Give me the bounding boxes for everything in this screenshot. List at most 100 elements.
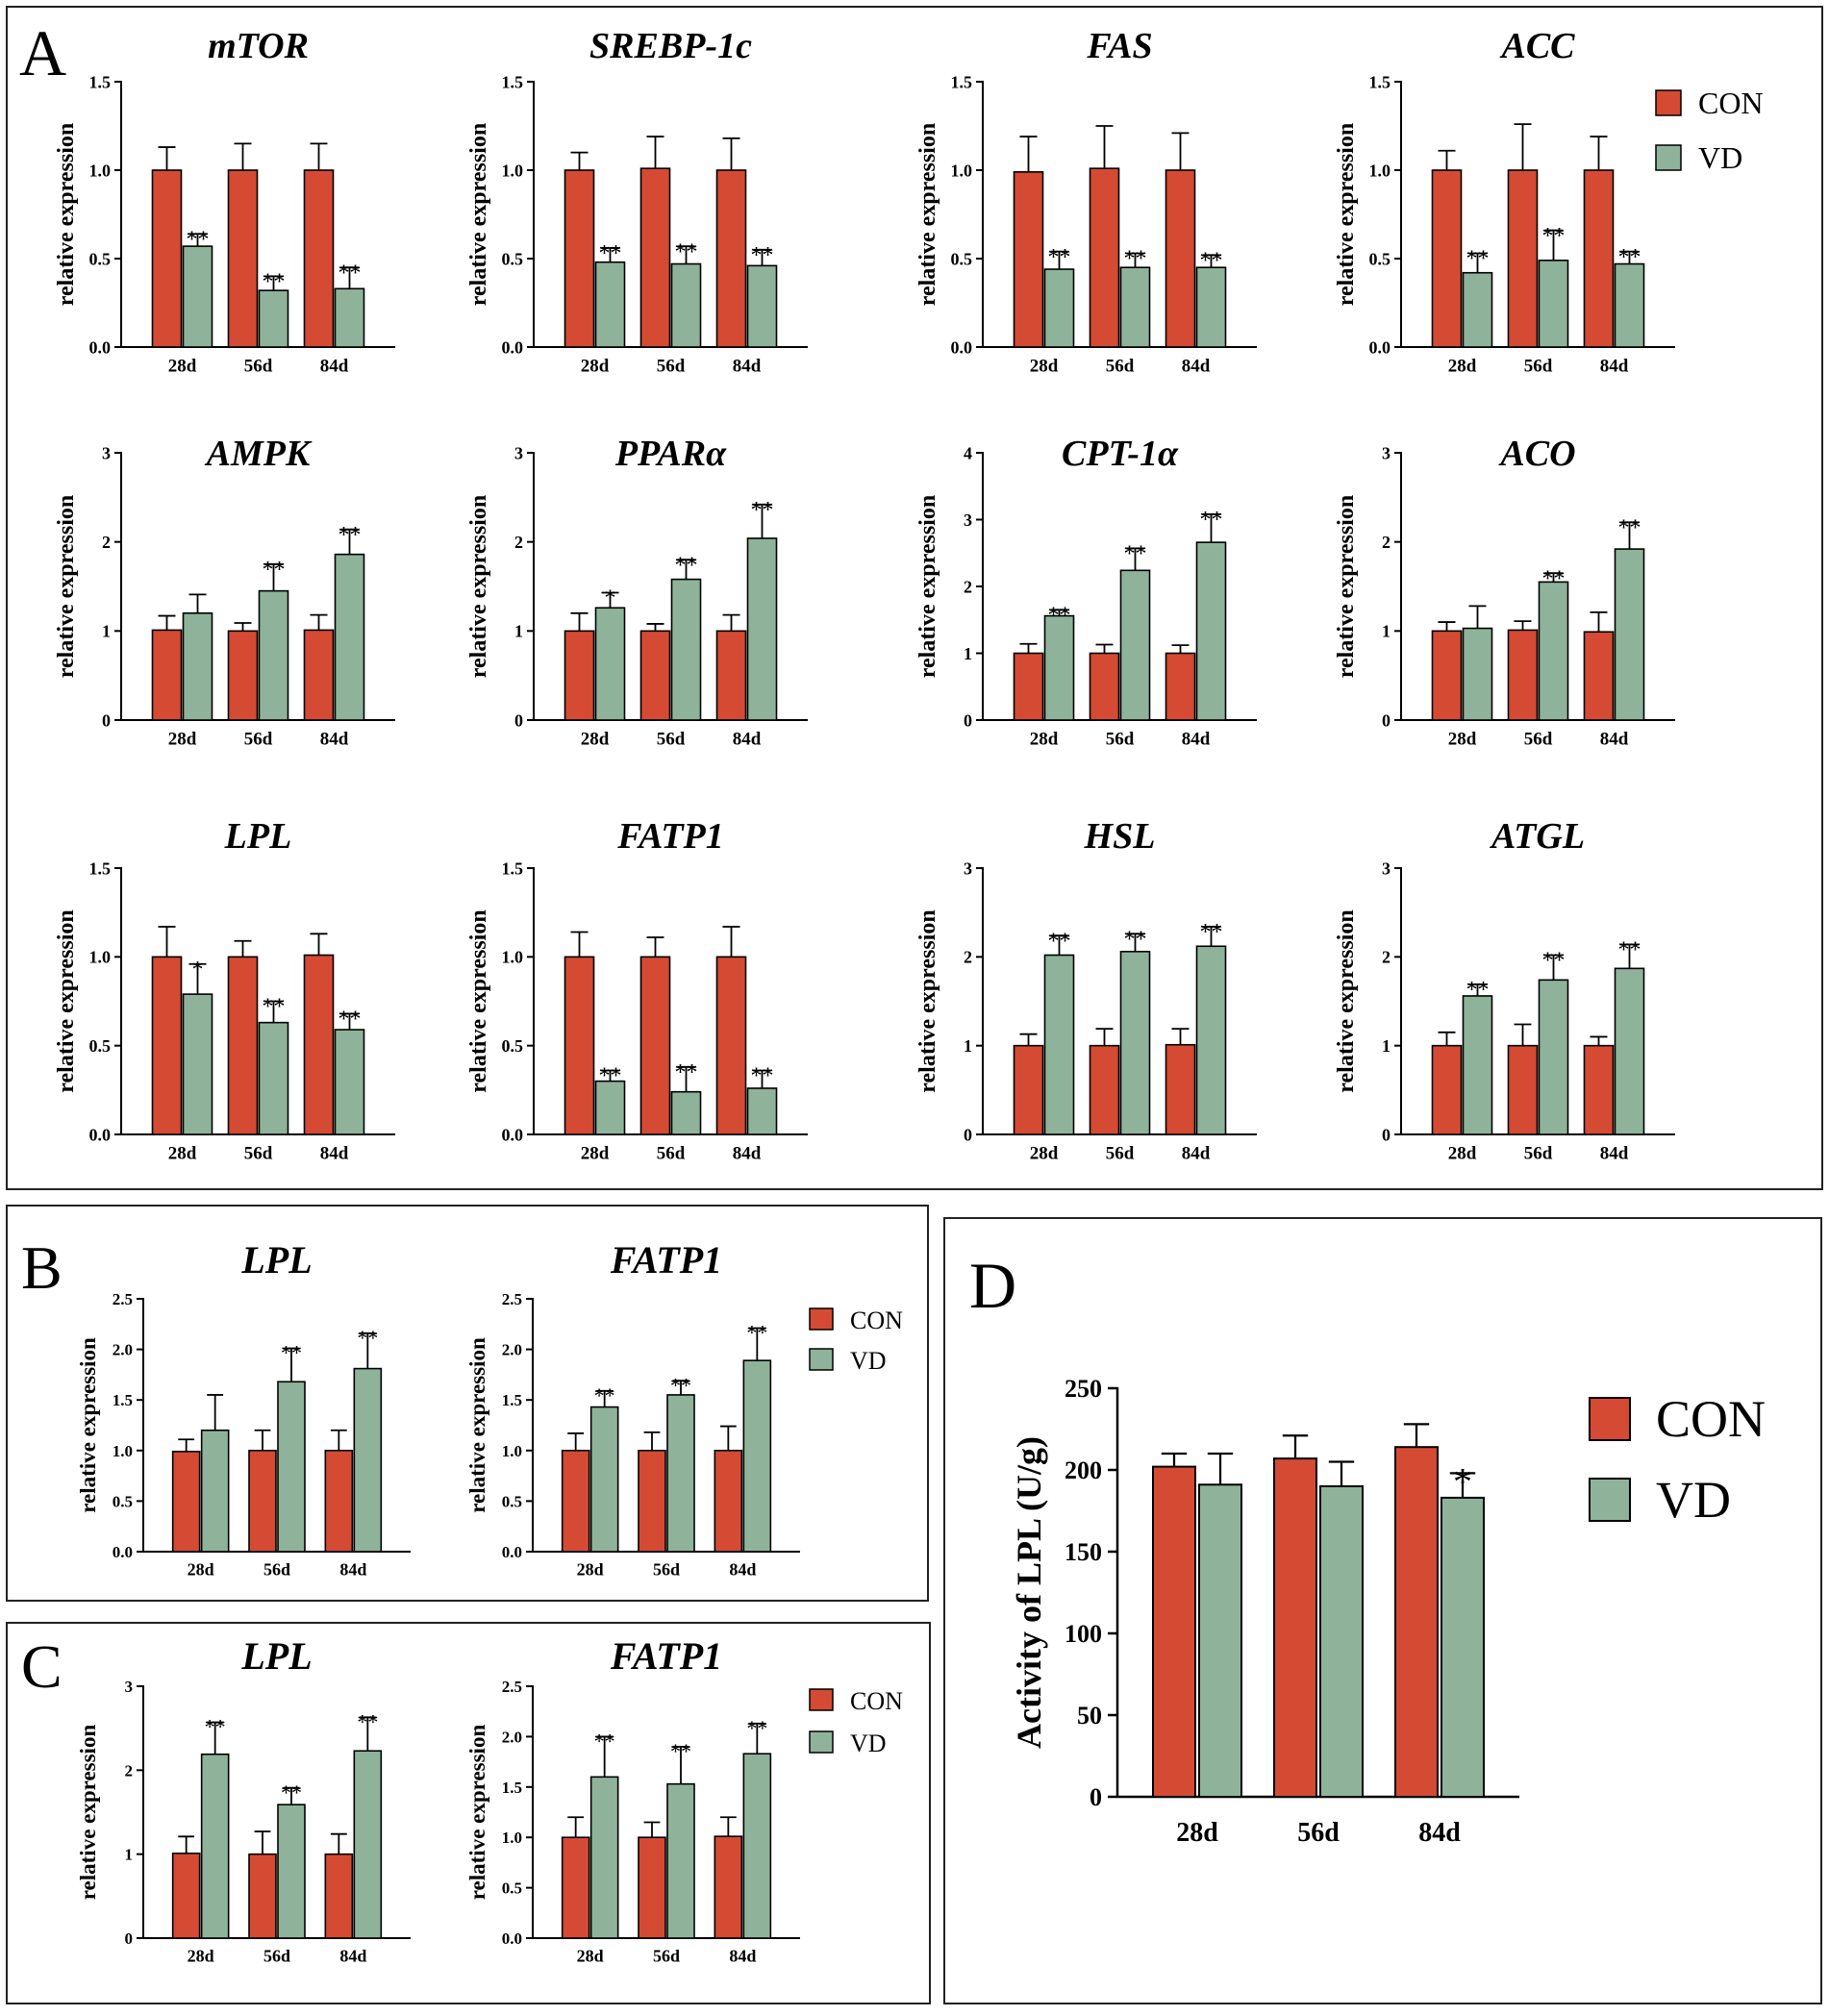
chart-A-lpl-x-tick-label: 56d (244, 1144, 273, 1164)
chart-A-cpt-1--bar-con-28d (1013, 652, 1044, 721)
legend-A-vd-label: VD (1698, 140, 1742, 175)
chart-B-fatp1-bar-vd-84d (742, 1359, 772, 1553)
panel-letter-D: D (969, 1249, 1016, 1322)
chart-A-hsl-y-tick-label: 2 (964, 948, 972, 967)
chart-A-fatp1-bar-vd-84d (746, 1087, 778, 1135)
chart-A-ppar--bar-con-56d (639, 630, 671, 721)
panel-letter-B: B (21, 1233, 63, 1302)
chart-A-hsl-y-tick-label: 3 (964, 859, 972, 878)
chart-A-aco-x-tick-label: 28d (1448, 730, 1477, 750)
chart-A-srebp-1c-sig-mark-28d: ** (599, 241, 622, 266)
chart-C-fatp1-title: FATP1 (610, 1634, 722, 1678)
chart-A-srebp-1c-y-tick-label: 1.0 (502, 161, 524, 180)
chart-A-ampk-title: AMPK (205, 434, 313, 474)
chart-A-srebp-1c-y-tick-label: 0.5 (502, 249, 524, 268)
chart-A-ppar--y-tick-label: 0 (514, 710, 523, 730)
chart-A-srebp-1c-bar-vd-28d (594, 261, 626, 348)
chart-A-fas-y-tick-label: 0.0 (951, 337, 973, 357)
chart-C-fatp1-y-tick-label: 0.0 (502, 1929, 522, 1948)
chart-B-fatp1-sig-mark-56d: ** (670, 1373, 691, 1397)
chart-D-activity-bar-con-28d (1152, 1465, 1196, 1798)
chart-C-lpl-bar-con-28d (171, 1852, 201, 1939)
chart-A-hsl-sig-mark-84d: ** (1200, 920, 1223, 945)
chart-D-activity-bar-vd-84d (1441, 1496, 1485, 1799)
chart-A-hsl-x-tick-label: 28d (1030, 1144, 1059, 1164)
chart-A-acc-sig-mark-28d: ** (1466, 247, 1490, 272)
chart-B-lpl-y-tick-label: 0.5 (113, 1492, 133, 1510)
chart-A-mtor-y-axis-label: relative expression (54, 123, 79, 306)
chart-A-acc-bar-con-56d (1507, 169, 1539, 348)
chart-A-fatp1-sig-mark-28d: ** (599, 1064, 622, 1089)
chart-B-fatp1-bar-con-28d (561, 1450, 590, 1553)
chart-A-aco-y-tick-label: 2 (1382, 533, 1391, 552)
panel-frame-D (943, 1217, 1822, 2004)
legend-A: CON VD (1655, 86, 1764, 175)
chart-A-lpl-sig-mark-56d: ** (263, 995, 286, 1020)
legend-D-con-label: CON (1656, 1390, 1766, 1448)
chart-A-ampk-y-tick-label: 2 (102, 533, 111, 552)
chart-A-lpl-bar-vd-56d (258, 1021, 289, 1135)
chart-A-fatp1-x-tick-label: 28d (581, 1144, 610, 1164)
chart-A-hsl-x-tick-label: 84d (1182, 1144, 1211, 1164)
chart-A-aco-bar-vd-84d (1614, 548, 1645, 721)
legend-C-vd-label: VD (850, 1730, 887, 1757)
chart-A-cpt-1--y-axis-label: relative expression (915, 495, 940, 678)
chart-B-fatp1-sig-mark-28d: ** (594, 1383, 615, 1407)
chart-A-mtor-sig-mark-56d: ** (263, 270, 286, 295)
chart-A-ampk-sig-mark-84d: ** (338, 523, 362, 548)
chart-A-srebp-1c-y-tick-label: 0.0 (502, 337, 524, 357)
chart-A-acc-bar-vd-84d (1614, 262, 1645, 348)
chart-A-aco-y-tick-label: 1 (1382, 622, 1391, 641)
chart-A-ppar--bar-con-28d (564, 630, 595, 721)
chart-A-fatp1-y-tick-label: 1.0 (502, 948, 524, 967)
chart-A-ppar--title: PPARα (614, 434, 727, 474)
chart-B-lpl-bar-con-28d (171, 1451, 201, 1553)
chart-A-srebp-1c-sig-mark-56d: ** (675, 239, 698, 264)
chart-B-lpl-title: LPL (240, 1238, 312, 1282)
chart-B-fatp1-x-tick-label: 84d (729, 1559, 756, 1579)
chart-A-aco-title: ACO (1498, 434, 1575, 474)
chart-A-fatp1-y-axis-label: relative expression (466, 909, 491, 1092)
chart-C-fatp1-x-tick-label: 56d (653, 1946, 680, 1965)
chart-A-acc-sig-mark-56d: ** (1542, 224, 1566, 249)
chart-A-lpl-bar-con-56d (227, 956, 259, 1135)
legend-D-con-swatch (1589, 1397, 1631, 1441)
chart-B-fatp1-title: FATP1 (610, 1238, 722, 1282)
chart-A-hsl-bar-vd-84d (1195, 945, 1227, 1135)
legend-B: CON VD (809, 1307, 903, 1375)
chart-B-lpl-x-tick-label: 84d (339, 1559, 366, 1579)
chart-A-hsl-bar-con-28d (1013, 1044, 1044, 1135)
chart-A-aco-bar-con-56d (1507, 629, 1539, 721)
chart-A-cpt-1--y-tick-label: 1 (964, 644, 972, 663)
chart-A-hsl-y-tick-label: 0 (964, 1125, 972, 1144)
chart-A-fas-bar-vd-28d (1043, 268, 1075, 348)
chart-A-atgl-bar-vd-84d (1614, 967, 1645, 1135)
chart-A-lpl-y-tick-label: 0.0 (89, 1125, 112, 1144)
chart-A-acc-bar-con-84d (1583, 169, 1615, 348)
chart-A-ppar--bar-vd-28d (594, 607, 626, 721)
chart-C-lpl-y-axis-label: relative expression (76, 1725, 100, 1901)
chart-A-ampk-x-tick-label: 28d (168, 730, 197, 750)
chart-D-activity-y-axis-label: Activity of LPL (U/g) (1010, 1436, 1048, 1749)
chart-A-ppar--bar-con-84d (715, 630, 747, 721)
chart-A-fatp1-sig-mark-56d: ** (675, 1060, 698, 1085)
chart-B-fatp1-y-tick-label: 2.0 (502, 1341, 522, 1359)
chart-A-atgl-bar-vd-56d (1538, 979, 1569, 1135)
chart-A-cpt-1--y-tick-label: 3 (964, 510, 972, 530)
chart-C-lpl-x-tick-label: 56d (263, 1946, 290, 1965)
chart-B-lpl-bar-vd-28d (200, 1429, 230, 1553)
chart-A-atgl-sig-mark-56d: ** (1542, 949, 1566, 974)
chart-A-aco-sig-mark-84d: ** (1618, 515, 1641, 540)
chart-A-lpl-bar-vd-28d (182, 993, 213, 1135)
chart-A-ampk-bar-vd-56d (258, 589, 289, 721)
chart-A-atgl-y-tick-label: 0 (1382, 1125, 1391, 1144)
legend-B-con-swatch (809, 1307, 834, 1331)
chart-A-ppar--x-tick-label: 84d (733, 730, 762, 750)
chart-A-fatp1-title: FATP1 (616, 816, 724, 857)
chart-A-hsl-bar-con-84d (1165, 1043, 1196, 1135)
chart-A-acc-title: ACC (1499, 26, 1575, 66)
chart-A-fatp1-bar-vd-28d (594, 1080, 626, 1135)
chart-A-aco-bar-vd-28d (1462, 627, 1493, 721)
chart-A-atgl-x-tick-label: 56d (1524, 1144, 1553, 1164)
chart-B-fatp1-y-tick-label: 1.0 (502, 1442, 522, 1460)
